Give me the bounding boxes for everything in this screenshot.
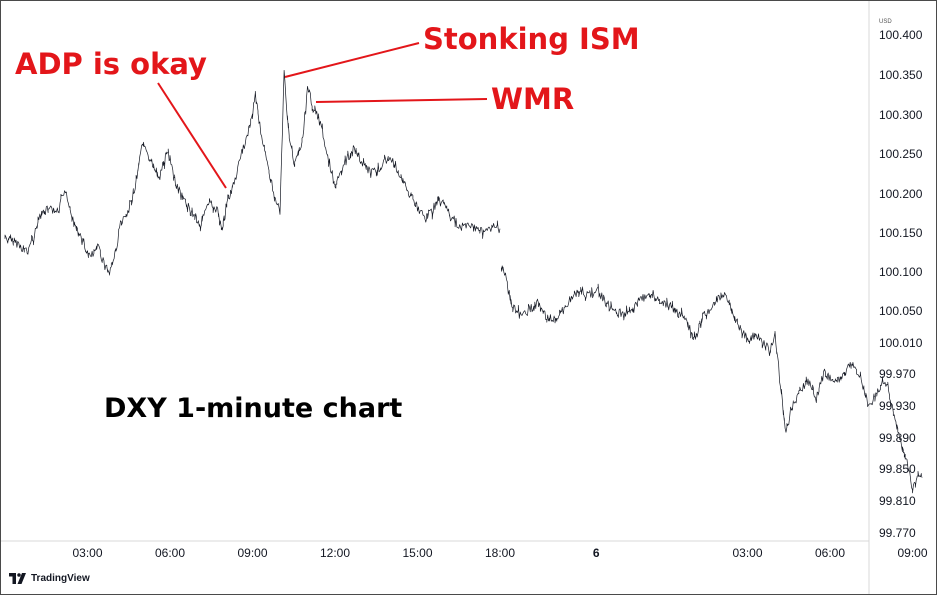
- annotation-layer: ADP is okay Stonking ISM WMR: [15, 22, 640, 189]
- x-tick-label: 03:00: [732, 546, 762, 560]
- y-tick-label: 99.970: [879, 367, 916, 381]
- tradingview-logo[interactable]: TradingView: [9, 573, 90, 584]
- y-tick-label: 99.850: [879, 462, 916, 476]
- y-tick-label: 100.200: [879, 187, 923, 201]
- y-axis: USD 100.400 100.350 100.300 100.250 100.200 1…: [868, 1, 923, 594]
- x-tick-label: 06:00: [815, 546, 845, 560]
- y-tick-label: 99.810: [879, 494, 916, 508]
- y-tick-label: 100.150: [879, 226, 923, 240]
- y-tick-label: 100.100: [879, 265, 923, 279]
- x-tick-label: 03:00: [72, 546, 102, 560]
- y-tick-label: 99.770: [879, 526, 916, 540]
- y-tick-label: 100.050: [879, 304, 923, 318]
- annotation-pointer-line: [284, 42, 420, 78]
- annotation-label: ADP is okay: [15, 47, 207, 81]
- series-layer: [4, 69, 923, 494]
- annotation-label: WMR: [491, 82, 574, 116]
- y-tick-label: 99.930: [879, 399, 916, 413]
- x-tick-label: 6: [593, 546, 600, 560]
- y-tick-label: 100.300: [879, 108, 923, 122]
- price-series-line: [501, 265, 923, 494]
- currency-label: USD: [879, 19, 892, 25]
- annotation-pointer-line: [315, 98, 488, 103]
- x-tick-label: 06:00: [155, 546, 185, 560]
- y-tick-label: 99.890: [879, 431, 916, 445]
- y-tick-label: 100.250: [879, 147, 923, 161]
- x-tick-label: 18:00: [485, 546, 515, 560]
- y-tick-label: 100.010: [879, 336, 923, 350]
- x-tick-label: 09:00: [897, 546, 927, 560]
- annotation-pointer-line: [157, 82, 227, 189]
- chart-title: DXY 1-minute chart: [104, 393, 402, 424]
- y-tick-label: 100.350: [879, 68, 923, 82]
- tradingview-logo-text: TradingView: [31, 573, 90, 584]
- x-tick-label: 15:00: [402, 546, 432, 560]
- x-tick-label: 12:00: [320, 546, 350, 560]
- y-tick-label: 100.400: [879, 28, 923, 42]
- price-series-line: [4, 69, 501, 276]
- tradingview-logo-icon: [9, 573, 26, 584]
- annotation-label: Stonking ISM: [423, 22, 640, 56]
- x-axis: 03:00 06:00 09:00 12:00 15:00 18:00 6 03:00 06:0…: [1, 540, 928, 560]
- x-tick-label: 09:00: [237, 546, 267, 560]
